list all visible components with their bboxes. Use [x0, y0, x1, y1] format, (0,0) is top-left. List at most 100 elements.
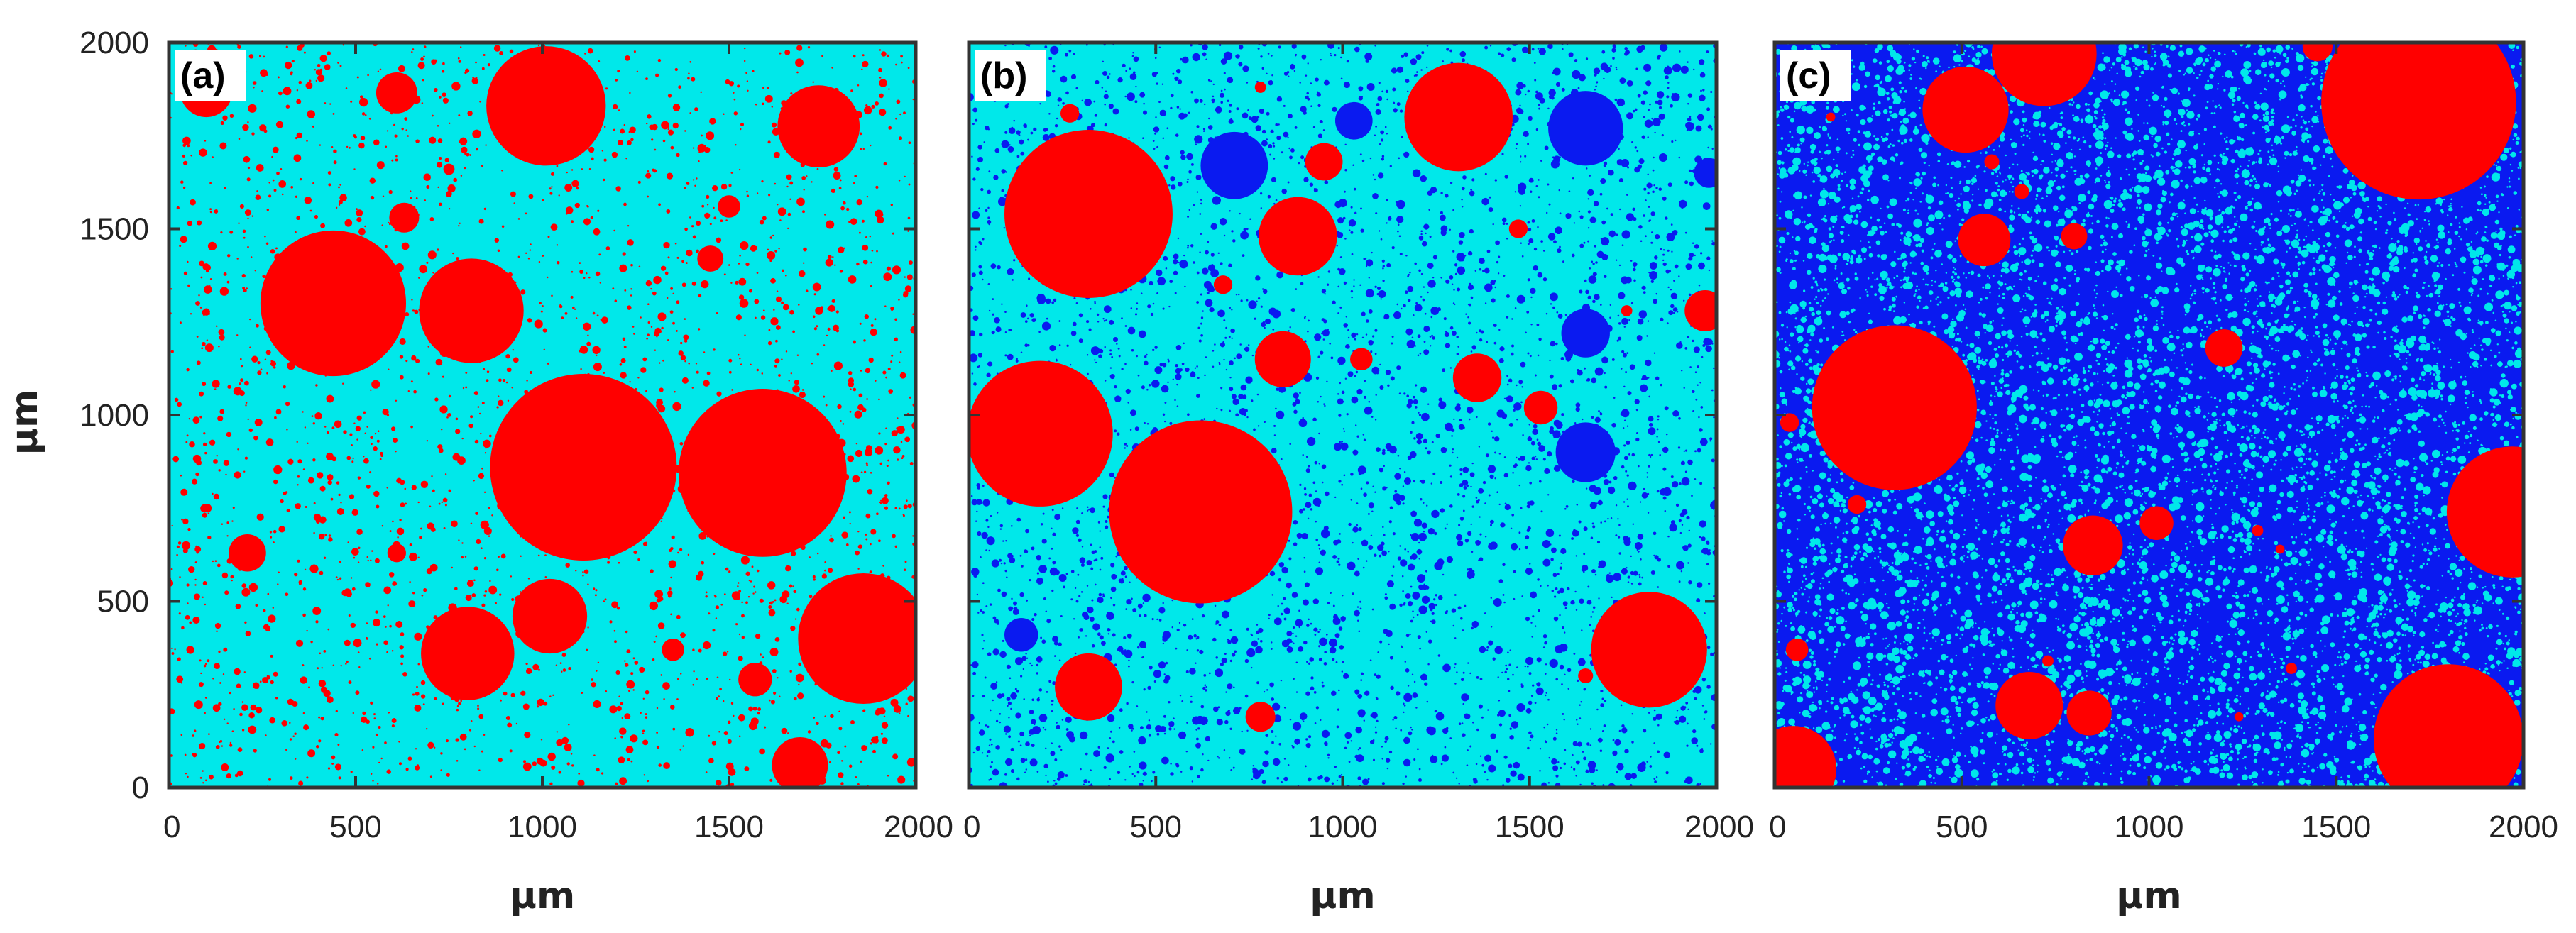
texture-speck [480, 520, 489, 529]
texture-speck [1410, 58, 1418, 65]
texture-speck [622, 252, 626, 256]
texture-speck [587, 583, 589, 585]
texture-speck [1238, 293, 1240, 296]
texture-speck [651, 138, 654, 141]
texture-speck [881, 497, 889, 504]
texture-speck [1374, 726, 1377, 728]
texture-speck [696, 177, 698, 180]
texture-speck [1052, 561, 1056, 565]
texture-speck [993, 175, 999, 180]
texture-speck [905, 702, 908, 705]
texture-speck [1699, 482, 1703, 485]
texture-speck [364, 225, 366, 228]
texture-speck [781, 269, 784, 272]
texture-speck [1303, 487, 1307, 490]
texture-speck [539, 302, 542, 304]
texture-speck [1011, 597, 1013, 600]
texture-speck [461, 437, 464, 440]
texture-speck [645, 122, 648, 125]
texture-speck [505, 354, 510, 359]
texture-speck [253, 749, 257, 753]
texture-speck [223, 647, 228, 652]
texture-speck [681, 282, 686, 287]
texture-speck [247, 418, 249, 421]
texture-speck [1363, 492, 1367, 497]
texture-speck [1051, 700, 1054, 702]
texture-speck [992, 648, 999, 656]
texture-speck [740, 128, 742, 131]
texture-speck [630, 734, 638, 743]
texture-speck [842, 423, 845, 425]
texture-speck [1075, 534, 1079, 537]
texture-speck [839, 179, 842, 182]
texture-speck [1502, 784, 1505, 787]
texture-speck [1109, 367, 1112, 369]
texture-speck [725, 219, 728, 221]
texture-speck [1126, 598, 1132, 605]
texture-speck [1372, 485, 1374, 487]
texture-speck [1095, 558, 1098, 561]
texture-speck [431, 475, 433, 477]
texture-speck [609, 705, 618, 714]
texture-speck [417, 663, 420, 666]
texture-speck [1070, 330, 1077, 336]
texture-speck [576, 187, 579, 190]
texture-speck [1617, 518, 1619, 520]
texture-speck [1000, 562, 1003, 565]
texture-speck [1203, 280, 1212, 289]
texture-speck [410, 197, 412, 199]
texture-speck [1498, 358, 1504, 363]
texture-speck [520, 289, 526, 295]
texture-speck [623, 123, 626, 126]
texture-speck [657, 58, 662, 62]
texture-speck [1608, 572, 1611, 574]
texture-speck [1542, 277, 1547, 282]
texture-speck [1376, 697, 1379, 700]
texture-speck [909, 461, 914, 465]
texture-speck [1007, 145, 1014, 153]
texture-speck [892, 265, 901, 275]
texture-speck [769, 601, 773, 605]
texture-speck [1300, 106, 1307, 113]
texture-speck [1440, 214, 1446, 221]
texture-speck [861, 407, 867, 412]
texture-speck [992, 313, 994, 316]
texture-speck [1351, 332, 1356, 338]
texture-speck [1601, 50, 1606, 54]
texture-speck [583, 277, 586, 279]
texture-speck [1411, 673, 1414, 675]
texture-speck [1190, 162, 1194, 166]
texture-speck [1641, 576, 1644, 579]
texture-speck [332, 664, 335, 666]
texture-speck [1633, 217, 1637, 221]
texture-speck [1371, 608, 1374, 611]
texture-speck [1660, 383, 1662, 387]
texture-speck [329, 103, 331, 105]
texture-speck [1205, 736, 1211, 742]
texture-speck [295, 639, 304, 647]
texture-speck [1641, 135, 1645, 139]
texture-speck [1660, 248, 1662, 250]
texture-speck [767, 87, 769, 89]
texture-speck [1318, 432, 1320, 435]
texture-speck [366, 556, 368, 558]
texture-speck [1655, 234, 1660, 240]
texture-speck [498, 395, 500, 397]
texture-speck [1699, 783, 1701, 785]
texture-speck [347, 541, 349, 543]
texture-speck [1552, 430, 1561, 438]
texture-speck [1544, 641, 1547, 645]
texture-speck [1599, 411, 1602, 414]
texture-speck [1196, 125, 1200, 128]
texture-speck [478, 714, 484, 719]
texture-speck [233, 708, 235, 710]
texture-speck [658, 763, 662, 767]
texture-speck [1528, 700, 1533, 705]
texture-speck [1096, 750, 1099, 752]
texture-speck [1232, 239, 1236, 243]
texture-speck [1293, 678, 1295, 680]
texture-speck [306, 629, 308, 632]
texture-speck [856, 199, 862, 206]
texture-speck [752, 70, 755, 72]
texture-speck [697, 143, 706, 153]
